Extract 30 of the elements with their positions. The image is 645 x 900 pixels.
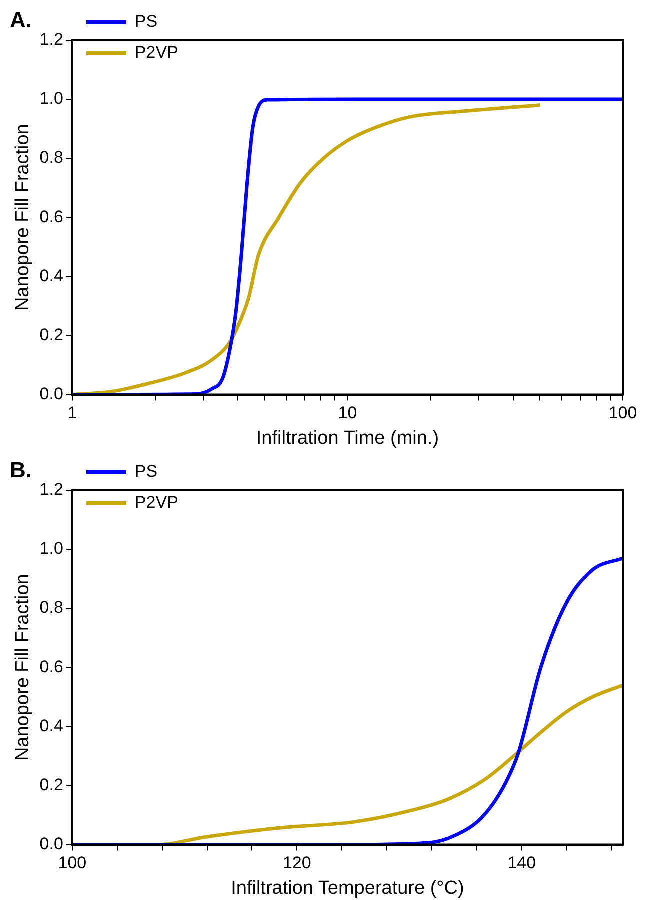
y-axis-title: Nanopore Fill Fraction (12, 124, 34, 312)
y-tick-label: 0.4 (40, 266, 64, 286)
legend-label: PS (134, 462, 158, 482)
y-tick-label: 0.2 (40, 325, 64, 344)
y-axis-title: Nanopore Fill Fraction (12, 574, 34, 762)
x-tick-label: 1 (68, 404, 78, 423)
y-tick-label: 1.2 (40, 480, 64, 500)
x-axis-title: Infiltration Temperature (°C) (231, 878, 464, 899)
legend-label: P2VP (134, 493, 178, 512)
y-tick-label: 0.8 (40, 148, 64, 168)
y-tick-label: 0.0 (40, 384, 64, 404)
y-tick-label: 0.2 (40, 775, 64, 794)
legend-label: P2VP (134, 43, 178, 62)
y-tick-label: 0.6 (40, 207, 64, 226)
x-tick-label: 100 (608, 404, 638, 423)
chart-title: A. (10, 7, 32, 32)
x-tick-label: 120 (282, 854, 312, 873)
y-tick-label: 1.0 (40, 89, 64, 108)
chart-title: B. (10, 457, 32, 482)
y-tick-label: 1.0 (40, 539, 64, 558)
x-axis-title: Infiltration Time (min.) (256, 428, 440, 449)
x-tick-label: 140 (508, 854, 536, 873)
y-tick-label: 0.4 (40, 716, 64, 736)
legend-label: PS (134, 12, 158, 32)
y-tick-label: 0.8 (40, 598, 64, 618)
x-tick-label: 10 (338, 404, 358, 423)
y-tick-label: 1.2 (40, 30, 64, 50)
y-tick-label: 0.0 (40, 834, 64, 854)
x-tick-label: 100 (58, 854, 87, 873)
y-tick-label: 0.6 (40, 657, 64, 676)
